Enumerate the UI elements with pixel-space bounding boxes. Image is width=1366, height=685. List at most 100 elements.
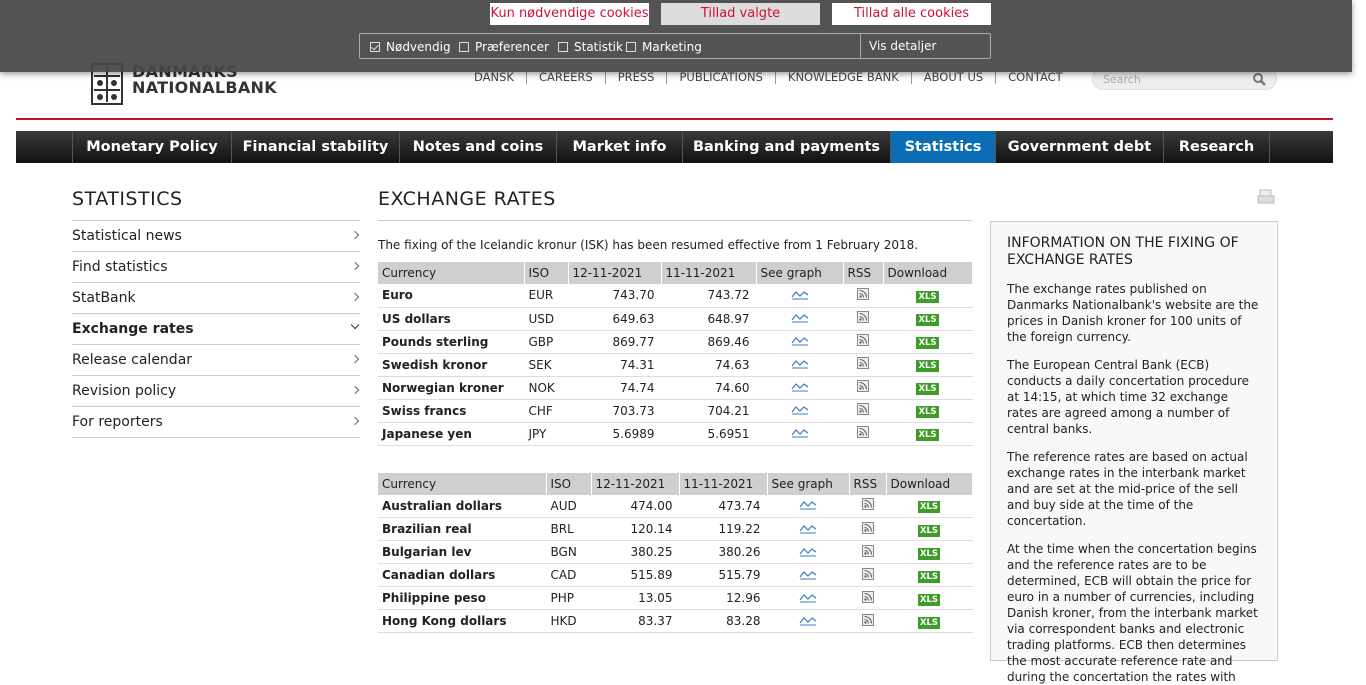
rss-icon[interactable] [862, 545, 874, 557]
nav-item[interactable]: Statistics [890, 131, 995, 163]
cookie-option[interactable]: Statistik [558, 40, 623, 54]
top-link[interactable]: CONTACT [996, 71, 1075, 84]
checkbox[interactable] [626, 42, 636, 52]
rates-table: CurrencyISO12-11-202111-11-2021See graph… [378, 473, 973, 634]
currency: Philippine peso [378, 587, 546, 610]
sidebar-item[interactable]: Revision policy [72, 376, 360, 407]
download-cell: XLS [886, 587, 972, 610]
info-paragraph: The European Central Bank (ECB) conducts… [1007, 357, 1261, 437]
checkbox[interactable] [459, 42, 469, 52]
graph-icon[interactable] [799, 568, 817, 580]
column-header: RSS [843, 262, 883, 284]
sidebar-item[interactable]: For reporters [72, 407, 360, 438]
rss-icon[interactable] [862, 568, 874, 580]
xls-badge[interactable]: XLS [918, 525, 940, 537]
sidebar-item[interactable]: Release calendar [72, 345, 360, 376]
graph-icon[interactable] [799, 498, 817, 510]
rate: 869.46 [661, 330, 756, 353]
graph-icon[interactable] [791, 403, 809, 415]
cookie-option[interactable]: Præferencer [459, 40, 549, 54]
xls-badge[interactable]: XLS [918, 548, 940, 560]
sidebar-link[interactable]: Release calendar [72, 352, 192, 368]
nav-item[interactable]: Banking and payments [682, 131, 890, 163]
graph-cell [767, 564, 849, 587]
sidebar-link[interactable]: Exchange rates [72, 321, 194, 337]
sidebar-item[interactable]: Statistical news [72, 221, 360, 252]
xls-badge[interactable]: XLS [916, 291, 938, 303]
graph-icon[interactable] [791, 288, 809, 300]
xls-badge[interactable]: XLS [916, 337, 938, 349]
xls-badge[interactable]: XLS [916, 383, 938, 395]
currency: Japanese yen [378, 422, 524, 445]
graph-icon[interactable] [791, 380, 809, 392]
rss-icon[interactable] [857, 380, 869, 392]
graph-icon[interactable] [799, 591, 817, 603]
xls-badge[interactable]: XLS [916, 406, 938, 418]
rss-cell [843, 422, 883, 445]
sidebar-link[interactable]: Statistical news [72, 228, 182, 244]
graph-icon[interactable] [791, 357, 809, 369]
sidebar-link[interactable]: StatBank [72, 290, 136, 306]
rss-icon[interactable] [862, 498, 874, 510]
graph-icon[interactable] [799, 614, 817, 626]
sidebar-item[interactable]: Find statistics [72, 252, 360, 283]
rss-icon[interactable] [862, 591, 874, 603]
rss-icon[interactable] [857, 426, 869, 438]
xls-badge[interactable]: XLS [918, 617, 940, 629]
print-icon[interactable] [1257, 188, 1275, 206]
xls-badge[interactable]: XLS [916, 314, 938, 326]
top-link[interactable]: CAREERS [527, 71, 606, 84]
xls-badge[interactable]: XLS [918, 594, 940, 606]
rate: 5.6951 [661, 422, 756, 445]
cookie-button[interactable]: Tillad valgte [661, 3, 820, 25]
graph-icon[interactable] [791, 426, 809, 438]
graph-icon[interactable] [799, 545, 817, 557]
nav-item[interactable]: Research [1163, 131, 1270, 163]
top-link[interactable]: DANSK [462, 71, 527, 84]
checkbox[interactable] [558, 42, 568, 52]
top-link[interactable]: ABOUT US [912, 71, 996, 84]
xls-badge[interactable]: XLS [916, 360, 938, 372]
sidebar-link[interactable]: For reporters [72, 414, 163, 430]
graph-icon[interactable] [791, 334, 809, 346]
nav-item[interactable]: Government debt [995, 131, 1163, 163]
rss-icon[interactable] [857, 311, 869, 323]
checkbox[interactable] [370, 42, 380, 52]
graph-icon[interactable] [791, 311, 809, 323]
cookie-button[interactable]: Tillad alle cookies [832, 3, 991, 25]
nav-item[interactable]: Market info [556, 131, 682, 163]
download-cell: XLS [883, 284, 972, 307]
rate: 649.63 [568, 307, 661, 330]
top-link[interactable]: PRESS [606, 71, 668, 84]
details-toggle[interactable]: Vis detaljer [860, 34, 991, 58]
sidebar-title: STATISTICS [72, 188, 360, 221]
xls-badge[interactable]: XLS [916, 429, 938, 441]
sidebar-link[interactable]: Revision policy [72, 383, 176, 399]
column-header: Download [883, 262, 972, 284]
graph-icon[interactable] [799, 522, 817, 534]
rss-icon[interactable] [857, 334, 869, 346]
column-header: Currency [378, 262, 524, 284]
nav-item[interactable]: Notes and coins [399, 131, 556, 163]
rss-icon[interactable] [857, 357, 869, 369]
rss-icon[interactable] [862, 522, 874, 534]
xls-badge[interactable]: XLS [918, 571, 940, 583]
sidebar-link[interactable]: Find statistics [72, 259, 168, 275]
xls-badge[interactable]: XLS [918, 501, 940, 513]
rate-row: Pounds sterlingGBP869.77869.46XLS [378, 330, 972, 353]
cookie-option[interactable]: Nødvendig [370, 40, 451, 54]
search-icon[interactable] [1252, 72, 1266, 86]
rss-icon[interactable] [857, 288, 869, 300]
cookie-option[interactable]: Marketing [626, 40, 702, 54]
top-link[interactable]: KNOWLEDGE BANK [776, 71, 912, 84]
nav-item[interactable]: Monetary Policy [72, 131, 231, 163]
cookie-button[interactable]: Kun nødvendige cookies [490, 3, 649, 25]
nav-item[interactable]: Financial stability [231, 131, 399, 163]
sidebar-item[interactable]: StatBank [72, 283, 360, 314]
rss-icon[interactable] [862, 614, 874, 626]
rss-icon[interactable] [857, 403, 869, 415]
top-link[interactable]: PUBLICATIONS [667, 71, 775, 84]
sidebar-item[interactable]: Exchange rates [72, 314, 360, 345]
download-cell: XLS [886, 495, 972, 518]
rate-row: Australian dollarsAUD474.00473.74XLS [378, 495, 972, 518]
